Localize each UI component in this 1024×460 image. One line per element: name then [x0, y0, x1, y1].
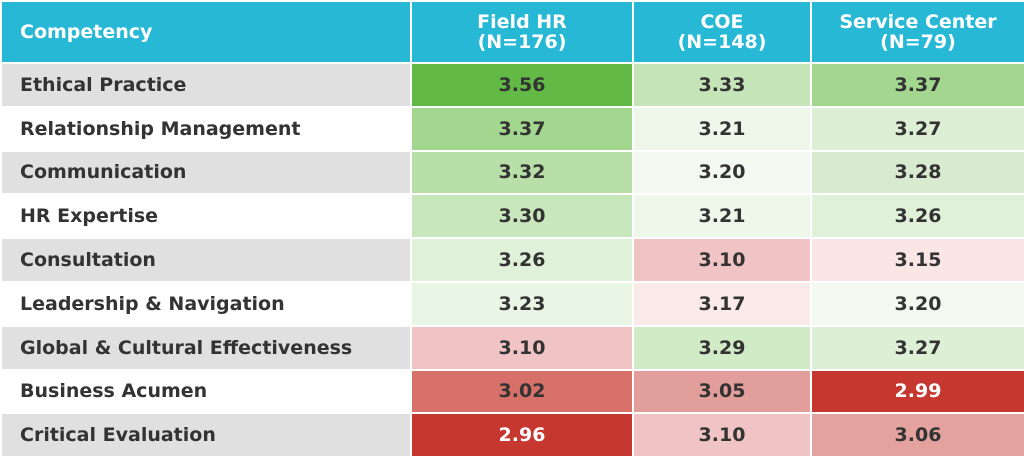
column-n: (N=79): [880, 31, 956, 53]
value-text: 3.06: [894, 424, 942, 447]
value-text: 3.05: [698, 380, 746, 403]
row-label-cell: Business Acumen: [2, 371, 410, 413]
value-text: 3.27: [894, 336, 942, 359]
row-label: Communication: [20, 161, 187, 184]
value-cell: 3.30: [412, 195, 632, 238]
value-cell: 2.96: [412, 414, 632, 457]
value-cell: 3.02: [412, 370, 632, 413]
value-text: 3.28: [894, 161, 942, 184]
row-label-cell: Critical Evaluation: [2, 414, 410, 457]
row-label: Global & Cultural Effectiveness: [20, 336, 353, 359]
value-text: 3.26: [498, 249, 546, 272]
value-text: 3.30: [498, 205, 546, 228]
row-label: Critical Evaluation: [20, 424, 216, 447]
value-cell: 3.06: [812, 414, 1024, 457]
value-text: 3.10: [698, 249, 746, 272]
column-name: Field HR: [477, 11, 567, 33]
value-cell: 3.28: [812, 151, 1024, 194]
row-label-cell: Relationship Management: [2, 108, 410, 150]
value-text: 3.10: [698, 424, 746, 447]
row-label: Ethical Practice: [20, 73, 187, 96]
value-cell: 3.10: [634, 414, 810, 457]
row-label-cell: HR Expertise: [2, 195, 410, 237]
value-text: 3.21: [698, 205, 746, 228]
value-text: 3.21: [698, 117, 746, 140]
value-cell: 3.27: [812, 326, 1024, 369]
column-name: COE: [700, 11, 744, 33]
row-label: Relationship Management: [20, 117, 301, 140]
header-cell: Field HR (N=176): [412, 2, 632, 62]
value-text: 3.33: [698, 73, 746, 96]
value-text: 3.23: [498, 292, 546, 315]
value-cell: 3.32: [412, 151, 632, 194]
row-label: HR Expertise: [20, 205, 159, 228]
value-text: 3.56: [498, 73, 546, 96]
row-label: Business Acumen: [20, 380, 208, 403]
value-text: 3.37: [894, 73, 942, 96]
value-cell: 3.21: [634, 107, 810, 150]
header-cell: Service Center (N=79): [812, 2, 1024, 62]
value-text: 2.96: [498, 424, 546, 447]
value-text: 3.15: [894, 249, 942, 272]
value-text: 3.02: [498, 380, 546, 403]
value-cell: 3.10: [412, 326, 632, 369]
value-cell: 3.37: [812, 64, 1024, 106]
value-cell: 3.33: [634, 64, 810, 106]
column-name: Service Center: [839, 11, 997, 33]
value-text: 3.17: [698, 292, 746, 315]
value-cell: 3.23: [412, 282, 632, 325]
value-cell: 3.27: [812, 107, 1024, 150]
value-cell: 3.10: [634, 239, 810, 281]
row-label-cell: Consultation: [2, 239, 410, 281]
value-cell: 3.15: [812, 239, 1024, 281]
header-text: Competency: [20, 21, 153, 43]
value-text: 3.20: [698, 161, 746, 184]
value-cell: 3.21: [634, 195, 810, 238]
value-text: 3.26: [894, 205, 942, 228]
value-cell: 3.17: [634, 282, 810, 325]
value-cell: 3.56: [412, 64, 632, 106]
header-cell: COE (N=148): [634, 2, 810, 62]
value-text: 3.10: [498, 336, 546, 359]
row-label-cell: Ethical Practice: [2, 64, 410, 106]
value-cell: 3.26: [412, 239, 632, 281]
column-n: (N=176): [477, 31, 567, 53]
value-text: 3.20: [894, 292, 942, 315]
value-cell: 3.20: [812, 282, 1024, 325]
value-cell: 3.29: [634, 326, 810, 369]
row-label: Leadership & Navigation: [20, 292, 285, 315]
row-label: Consultation: [20, 249, 156, 272]
value-text: 3.29: [698, 336, 746, 359]
row-label-cell: Communication: [2, 151, 410, 194]
value-text: 3.27: [894, 117, 942, 140]
column-n: (N=148): [677, 31, 767, 53]
value-cell: 3.26: [812, 195, 1024, 238]
value-cell: 3.20: [634, 151, 810, 194]
value-text: 3.32: [498, 161, 546, 184]
value-text: 2.99: [894, 380, 942, 403]
value-cell: 2.99: [812, 370, 1024, 413]
value-cell: 3.05: [634, 370, 810, 413]
value-cell: 3.37: [412, 107, 632, 150]
header-cell: Competency: [2, 2, 410, 62]
row-label-cell: Leadership & Navigation: [2, 283, 410, 325]
value-text: 3.37: [498, 117, 546, 140]
row-label-cell: Global & Cultural Effectiveness: [2, 326, 410, 369]
